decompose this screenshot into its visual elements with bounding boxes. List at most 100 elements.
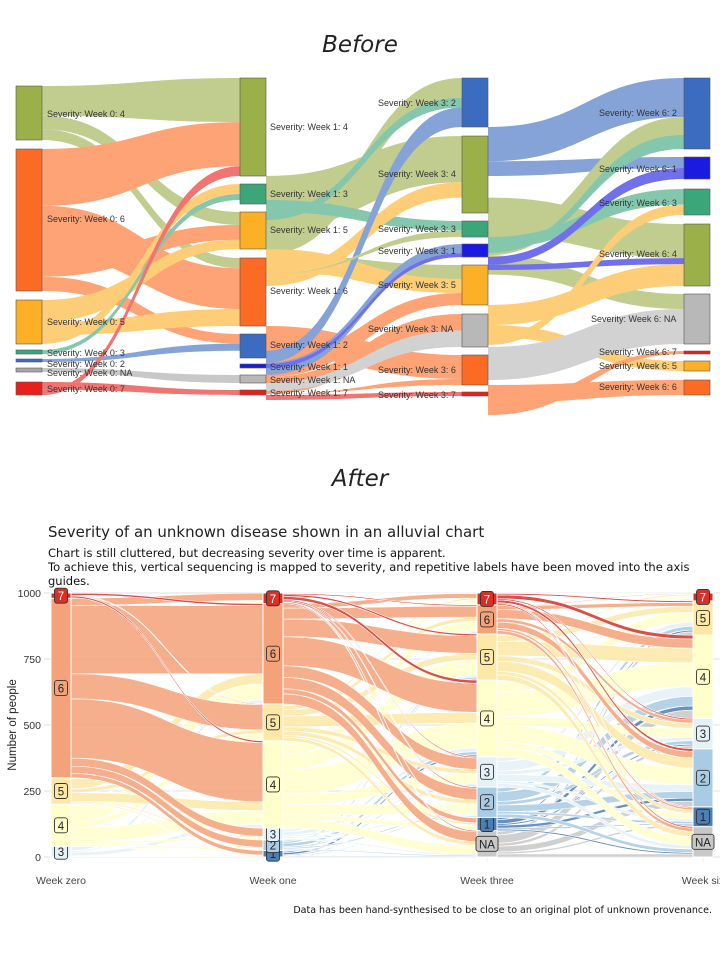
before-flow (42, 343, 240, 362)
before-flow (266, 249, 462, 293)
before-node (239, 183, 267, 205)
before-node-label: Severity: Week 6: 6 (599, 382, 677, 392)
before-flow (488, 168, 684, 265)
after-flow (70, 605, 264, 675)
after-stratum-label-box (696, 589, 710, 605)
before-flow (42, 122, 240, 206)
after-alluvial: 0 250 500 750 1000 Number of people Week zero W… (7, 585, 720, 887)
before-node-label: Severity: Week 0: 6 (47, 214, 125, 224)
before-flow (266, 78, 462, 255)
after-flow (496, 853, 694, 858)
before-flow (42, 309, 240, 336)
before-flow (488, 157, 684, 176)
after-stratum-label: 2 (700, 773, 706, 785)
after-stratum-label: 5 (58, 787, 64, 799)
before-flow (266, 392, 462, 400)
before-node-label: Severity: Week 1: 3 (270, 189, 348, 199)
chart-title: Severity of an unknown disease shown in … (48, 523, 485, 541)
before-node-label: Severity: Week 0: 3 (47, 348, 125, 358)
after-stratum-label: 6 (58, 684, 64, 696)
before-node-label: Severity: Week 3: 2 (378, 98, 456, 108)
after-stratum-label-box (480, 611, 494, 628)
before-flow (488, 258, 684, 270)
y-tick-label: 250 (23, 786, 41, 798)
after-flows (70, 592, 694, 858)
after-stratum-label-box (266, 645, 280, 662)
before-node (683, 360, 711, 372)
before-node-label: Severity: Week 1: 4 (270, 122, 348, 132)
after-stratum-label-box (696, 808, 710, 825)
before-node-label: Severity: Week 3: NA (368, 324, 453, 334)
before-node (683, 293, 711, 345)
before-node (683, 223, 711, 287)
before-flow (488, 78, 684, 162)
before-flow (42, 184, 240, 344)
before-flow (488, 204, 684, 345)
before-node (461, 135, 489, 214)
after-stratum-label: 3 (484, 767, 490, 779)
after-stratum-label: 4 (700, 672, 707, 684)
before-node (683, 350, 711, 355)
before-node (15, 367, 43, 373)
before-node (239, 77, 267, 177)
after-stratum-label: 3 (700, 729, 706, 741)
before-node (15, 148, 43, 292)
before-node (239, 389, 267, 396)
before-flow (42, 276, 240, 344)
after-stratum-label-box (480, 710, 494, 727)
after-stratum-label-box (480, 794, 494, 811)
before-node-label: Severity: Week 0: 2 (47, 359, 125, 369)
before-node-label: Severity: Week 1: 6 (270, 286, 348, 296)
before-node-label: Severity: Week 6: 2 (599, 108, 677, 118)
before-node-label: Severity: Week 3: 4 (378, 169, 456, 179)
before-node (239, 363, 267, 369)
before-heading: Before (322, 32, 398, 58)
before-node (15, 358, 43, 363)
after-stratum-label-box (266, 776, 280, 793)
after-flow (282, 856, 478, 858)
before-node-label: Severity: Week 1: 1 (270, 362, 348, 372)
after-stratum-label: 4 (58, 821, 65, 833)
before-node-label: Severity: Week 0: 7 (47, 384, 125, 394)
before-node-label: Severity: Week 6: 7 (599, 347, 677, 357)
after-stratum-label-box (480, 649, 494, 665)
before-flow (488, 197, 684, 259)
before-node (461, 243, 489, 258)
before-node-label: Severity: Week 3: 5 (378, 280, 456, 290)
after-stratum-label: 6 (484, 615, 490, 627)
before-node-label: Severity: Week 1: 5 (270, 225, 348, 235)
after-stratum-label-box (54, 587, 68, 604)
y-axis-label: Number of people (7, 679, 19, 770)
x-tick-label: Week six (682, 875, 720, 887)
before-flow (266, 253, 462, 368)
before-node (15, 381, 43, 396)
before-flow (42, 129, 240, 269)
before-flow (488, 264, 684, 325)
before-flow (42, 224, 240, 277)
before-node (15, 299, 43, 345)
before-flow (266, 107, 462, 363)
before-node (461, 220, 489, 238)
after-stratum-label-box (54, 817, 68, 834)
before-flow (266, 230, 462, 275)
before-node-label: Severity: Week 3: 1 (378, 246, 456, 256)
after-stratum-label-box (480, 590, 494, 607)
before-flow (488, 380, 684, 403)
before-node (461, 354, 489, 386)
before-flow (266, 314, 462, 394)
before-node (461, 313, 489, 348)
after-stratum-label: 1 (484, 820, 490, 832)
after-stratum-label-box (696, 769, 710, 786)
after-stratum-label: 5 (484, 653, 490, 665)
before-node-label: Severity: Week 6: 4 (599, 249, 677, 259)
before-node (15, 85, 43, 141)
before-node (683, 379, 711, 396)
after-stratum-label-box (54, 680, 68, 696)
y-tick-label: 500 (23, 720, 41, 732)
before-flows (42, 78, 684, 415)
before-sankey: Severity: Week 0: 4 Severity: Week 0: 6 Se… (15, 77, 711, 415)
before-node-label: Severity: Week 6: 1 (599, 164, 677, 174)
before-flow (488, 134, 684, 253)
after-stratum-label-box (266, 714, 280, 731)
before-node (461, 391, 489, 397)
